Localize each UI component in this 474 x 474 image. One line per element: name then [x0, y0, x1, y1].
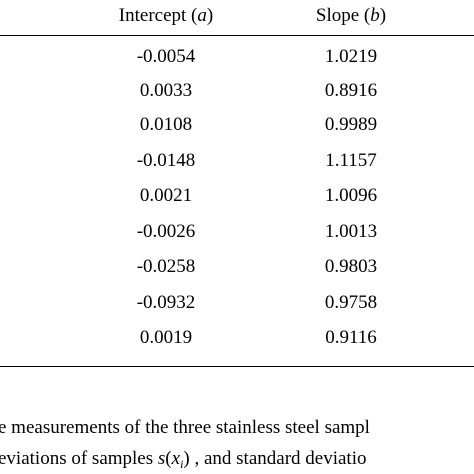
slope-cell: 1.1157: [325, 150, 377, 171]
slope-cell: 1.0096: [324, 185, 378, 206]
intercept-cell: 0.0019: [139, 327, 193, 348]
header-intercept: Intercept (a): [119, 4, 213, 28]
intercept-cell: 0.0108: [139, 114, 193, 135]
intercept-cell: -0.0148: [136, 150, 196, 171]
slope-cell: 0.9989: [324, 114, 378, 135]
caption-line-2: eviations of samples s(xi) , and standar…: [0, 447, 367, 474]
intercept-cell: -0.0054: [136, 46, 196, 67]
intercept-cell: -0.0026: [136, 221, 196, 242]
caption-math-x: x: [171, 448, 181, 469]
slope-cell: 0.9758: [324, 292, 378, 313]
header-intercept-close: ): [206, 5, 214, 26]
header-slope-close: ): [379, 5, 387, 26]
table-bottom-rule: [0, 366, 474, 367]
intercept-cell: -0.0258: [136, 256, 196, 277]
caption-math-close: ): [183, 448, 190, 469]
slope-cell: 1.0013: [324, 221, 378, 242]
slope-cell: 1.0219: [324, 46, 378, 67]
caption-line-2-before: eviations of samples: [0, 448, 158, 469]
slope-cell: 0.8916: [324, 80, 378, 101]
intercept-cell: 0.0033: [139, 80, 193, 101]
header-intercept-label: Intercept (: [118, 5, 198, 26]
table-top-rule: [0, 35, 474, 36]
slope-cell: 0.9116: [325, 327, 377, 348]
intercept-cell: 0.0021: [139, 185, 193, 206]
header-slope-label: Slope (: [315, 5, 371, 26]
header-slope-var: b: [370, 5, 380, 26]
caption-math-open: (: [165, 448, 172, 469]
intercept-cell: -0.0932: [136, 292, 196, 313]
slope-cell: 0.9803: [324, 256, 378, 277]
caption-line-2-after: , and standard deviatio: [189, 448, 367, 469]
caption-line-1: e measurements of the three stainless st…: [0, 417, 370, 438]
header-intercept-var: a: [197, 5, 207, 26]
header-slope: Slope (b): [316, 4, 386, 28]
caption-math-s: s: [157, 448, 166, 469]
caption-math-sub: i: [180, 457, 184, 471]
